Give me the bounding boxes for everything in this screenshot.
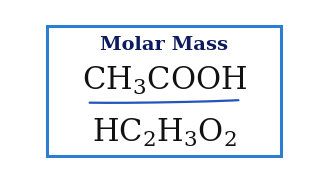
Text: Molar Mass: Molar Mass [100, 36, 228, 54]
FancyBboxPatch shape [47, 26, 281, 156]
Text: $\mathregular{CH_3COOH}$: $\mathregular{CH_3COOH}$ [82, 65, 246, 97]
Text: $\mathregular{HC_2H_3O_2}$: $\mathregular{HC_2H_3O_2}$ [92, 116, 236, 148]
